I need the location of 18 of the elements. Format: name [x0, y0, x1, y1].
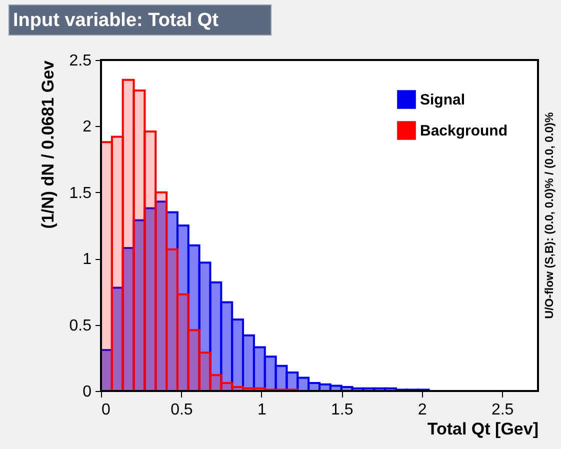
x-tick-label: 0.5: [170, 402, 193, 418]
x-axis-title: Total Qt [Gev]: [427, 420, 538, 438]
x-tick-label: 1: [257, 402, 266, 418]
y-tick-label: 1: [82, 251, 92, 268]
y-tick-label: 2.5: [69, 52, 92, 70]
x-tick-label: 1.5: [331, 402, 354, 418]
y-tick-label: 1.5: [69, 184, 92, 202]
x-tick-label: 2.5: [491, 402, 514, 418]
legend-label: Signal: [420, 92, 466, 108]
text: U/O-flow (S,B): (0.0, 0.0)% / (0.0, 0.0)%: [544, 112, 556, 319]
y-tick-label: 2: [82, 118, 92, 136]
x-tick-label: 0: [102, 402, 110, 418]
x-tick-label: 2: [418, 402, 427, 418]
y-tick-label: 0.5: [69, 317, 92, 334]
y-axis-title: (1/N) dN / 0.0681 Gev: [38, 60, 58, 229]
y-tick-label: 0: [82, 384, 92, 400]
chart-title: Input variable: Total Qt: [13, 10, 220, 31]
legend-label: Background: [420, 122, 508, 140]
